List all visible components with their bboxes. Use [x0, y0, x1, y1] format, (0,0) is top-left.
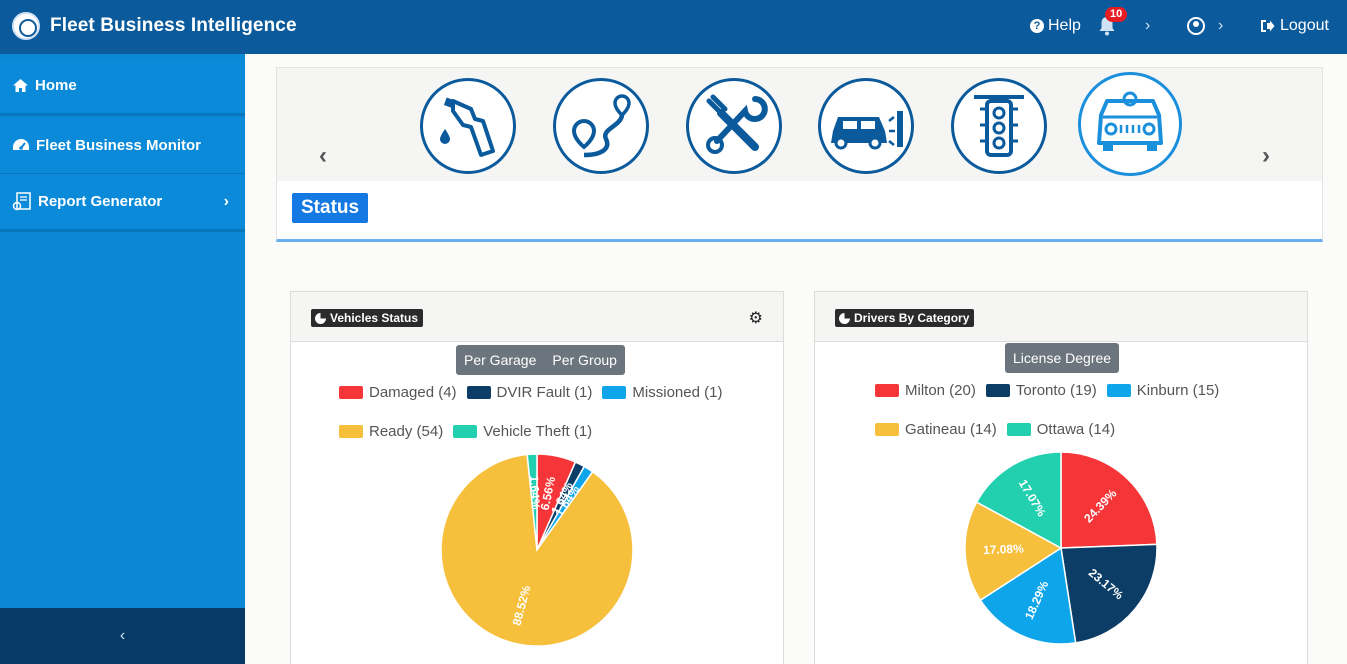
legend-label: Vehicle Theft (1) — [483, 423, 593, 440]
dashboard-gauge-icon — [13, 139, 29, 150]
legend-item[interactable]: Ready (54) — [339, 423, 443, 440]
legend-label: DVIR Fault (1) — [496, 384, 593, 401]
app-title: Fleet Business Intelligence — [50, 15, 297, 36]
legend-item[interactable]: Milton (20) — [875, 382, 976, 399]
legend-item[interactable]: Kinburn (15) — [1106, 382, 1220, 399]
per-garage-button[interactable]: Per Garage — [464, 352, 537, 368]
card-title-text: Vehicles Status — [330, 311, 419, 325]
legend-swatch — [1106, 384, 1131, 397]
pie-data-label: 6.56% — [538, 475, 559, 511]
gear-icon[interactable]: ⚙ — [748, 310, 763, 327]
vehicles-status-card: Vehicles Status ⚙ Per Garage Per Group D… — [290, 291, 784, 664]
card-header: Drivers By Category — [815, 292, 1307, 342]
chart-legend: Damaged (4) DVIR Fault (1) Missioned (1) — [339, 384, 722, 401]
pie-slice-gatineau[interactable] — [964, 501, 1063, 602]
legend-label: Gatineau (14) — [905, 421, 997, 438]
legend-swatch — [602, 386, 627, 399]
vehicles-status-pie-chart: 6.56%1.64%1.64%88.52%1.64% — [440, 453, 634, 647]
drivers-by-category-card: Drivers By Category License Degree Milto… — [814, 291, 1308, 664]
help-link[interactable]: ? Help — [1030, 17, 1081, 35]
home-icon — [13, 79, 28, 92]
pie-slice-kinburn[interactable] — [979, 546, 1077, 645]
chevron-right-icon[interactable]: › — [1145, 17, 1151, 34]
legend-swatch — [453, 425, 478, 438]
route-icon[interactable] — [553, 78, 649, 174]
card-header: Vehicles Status ⚙ — [291, 292, 783, 342]
user-circle-icon[interactable] — [1187, 17, 1205, 35]
legend-swatch — [985, 384, 1010, 397]
top-navbar: Fleet Business Intelligence ? Help 10 › … — [0, 0, 1347, 54]
chart-legend: Gatineau (14) Ottawa (14) — [875, 421, 1115, 438]
carousel-next-button[interactable]: › — [1262, 142, 1270, 169]
legend-swatch — [875, 384, 899, 397]
carousel-prev-button[interactable]: ‹ — [319, 142, 327, 169]
app-logo-icon — [12, 12, 40, 40]
driver-vehicle-icon[interactable] — [1078, 72, 1182, 176]
pie-slice-ottawa[interactable] — [975, 451, 1062, 550]
per-group-button[interactable]: Per Group — [552, 352, 617, 368]
fuel-pump-icon[interactable] — [420, 78, 516, 174]
legend-item[interactable]: Damaged (4) — [339, 384, 457, 401]
legend-label: Missioned (1) — [632, 384, 723, 401]
pie-data-label: 17.08% — [983, 542, 1025, 558]
legend-label: Milton (20) — [905, 382, 976, 399]
chart-legend: Ready (54) Vehicle Theft (1) — [339, 423, 592, 440]
notification-badge: 10 — [1105, 7, 1128, 22]
pie-slice-ready[interactable] — [440, 453, 634, 647]
pie-chart-icon — [315, 312, 326, 324]
chevron-left-icon: ‹ — [119, 627, 126, 644]
pie-data-label: 1.64% — [527, 475, 543, 510]
sign-out-icon — [1261, 20, 1275, 32]
legend-swatch — [339, 425, 363, 438]
chart-legend: Milton (20) Toronto (19) Kinburn (15) — [875, 382, 1219, 399]
sidebar-item-home[interactable]: Home — [0, 58, 245, 116]
module-carousel: ‹ › — [276, 67, 1323, 242]
grouping-button-group: License Degree — [1005, 343, 1120, 373]
sidebar-item-report-generator[interactable]: Report Generator › — [0, 174, 245, 232]
legend-item[interactable]: Toronto (19) — [985, 382, 1097, 399]
sidebar-item-fleet-business-monitor[interactable]: Fleet Business Monitor — [0, 118, 245, 176]
pie-chart-icon — [839, 312, 850, 324]
tools-icon[interactable] — [686, 78, 782, 174]
legend-item[interactable]: Gatineau (14) — [875, 421, 997, 438]
car-crash-icon[interactable] — [818, 78, 914, 174]
legend-swatch — [466, 386, 491, 399]
sidebar-item-label: Report Generator — [38, 193, 163, 210]
card-title: Drivers By Category — [835, 309, 975, 327]
legend-label: Kinburn (15) — [1136, 382, 1220, 399]
grouping-button-group: Per Garage Per Group — [456, 345, 625, 375]
help-label: Help — [1048, 17, 1081, 34]
logout-label: Logout — [1280, 17, 1329, 34]
legend-swatch — [875, 423, 899, 436]
logout-link[interactable]: Logout — [1260, 17, 1329, 35]
card-title: Vehicles Status — [311, 309, 424, 327]
chevron-right-icon: › — [223, 192, 229, 210]
pie-slice-vehicle-theft[interactable] — [526, 453, 538, 551]
legend-swatch — [1006, 423, 1031, 436]
traffic-light-icon[interactable] — [951, 78, 1047, 174]
drivers-by-category-pie-chart: 24.39%23.17%18.29%17.08%17.07% — [964, 451, 1158, 645]
legend-label: Toronto (19) — [1015, 382, 1097, 399]
legend-item[interactable]: Ottawa (14) — [1006, 421, 1116, 438]
legend-swatch — [339, 386, 363, 399]
chevron-right-icon[interactable]: › — [1218, 17, 1224, 34]
legend-item[interactable]: Missioned (1) — [602, 384, 722, 401]
sidebar-item-label: Home — [35, 77, 77, 94]
sidebar: Home Fleet Business Monitor Report Gener… — [0, 54, 245, 664]
legend-item[interactable]: Vehicle Theft (1) — [453, 423, 592, 440]
legend-label: Ready (54) — [369, 423, 444, 440]
card-title-text: Drivers By Category — [854, 311, 970, 325]
report-generator-icon — [12, 191, 31, 210]
legend-item[interactable]: DVIR Fault (1) — [466, 384, 593, 401]
pie-slice-milton[interactable] — [1060, 451, 1158, 549]
sidebar-item-label: Fleet Business Monitor — [36, 137, 202, 154]
legend-label: Damaged (4) — [369, 384, 457, 401]
section-status-label: Status — [292, 193, 369, 223]
pie-slice-toronto[interactable] — [1060, 543, 1158, 644]
sidebar-collapse-button[interactable]: ‹ — [0, 608, 245, 664]
legend-label: Ottawa (14) — [1036, 421, 1116, 438]
license-degree-button[interactable]: License Degree — [1013, 350, 1112, 366]
question-circle-icon: ? — [1030, 19, 1044, 33]
